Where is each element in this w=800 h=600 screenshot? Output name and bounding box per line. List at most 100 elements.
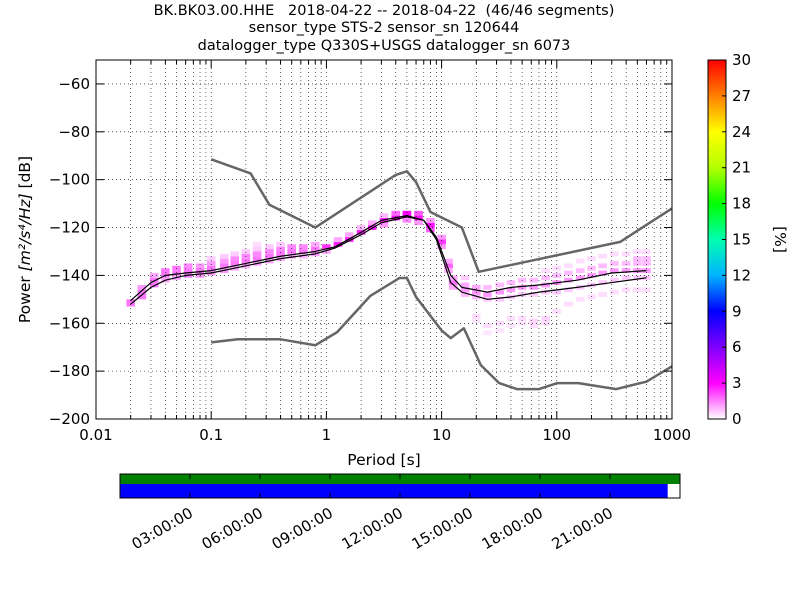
x-tick-label: 1000 [653, 426, 691, 444]
psd-cell [276, 251, 285, 257]
psd-cell [230, 256, 240, 262]
psd-cell [276, 246, 285, 252]
psd-cell [610, 289, 619, 295]
coverage-tick-label: 06:00:00 [199, 504, 266, 553]
plot-frame [95, 59, 673, 420]
psd-cell [517, 316, 527, 321]
psd-cell [564, 301, 573, 307]
psd-cell [541, 316, 550, 321]
coverage-tick-label: 15:00:00 [409, 504, 476, 553]
axes: 0.01 0.1 1 10 100 1000 −60 −80 −100 −120 −140 −160 −… [16, 60, 691, 469]
psd-cell [252, 246, 262, 252]
psd-cell [220, 263, 229, 269]
colorbar: 0 3 6 9 12 15 18 21 24 27 30 [%] [707, 51, 789, 428]
y-tick-label: −100 [49, 171, 90, 189]
psd-cell [414, 220, 423, 226]
psd-cell [642, 256, 651, 262]
psd-cell [287, 249, 297, 254]
colorbar-tick-label: 30 [732, 51, 751, 69]
psd-cell [621, 275, 631, 281]
grid-lines [95, 60, 672, 420]
plot-title-line-2: sensor_type STS-2 sensor_sn 120644 [248, 20, 520, 36]
psd-cell [391, 210, 401, 216]
time-coverage-panel: 03:00:00 06:00:00 09:00:00 12:00:00 15:00:00… [119, 473, 681, 553]
psd-cell [495, 328, 505, 333]
psd-cell [529, 318, 538, 324]
psd-cell [298, 249, 308, 254]
psd-cell [564, 270, 573, 276]
psd-cell [598, 263, 607, 269]
psd-cell [333, 237, 343, 242]
psd-cell [448, 280, 458, 285]
psd-cell [495, 296, 505, 302]
y-tick-label: −60 [58, 75, 90, 93]
psd-cell [483, 323, 492, 329]
psd-cell [195, 268, 205, 274]
psd-cell [379, 222, 389, 228]
colorbar-tick-label: 21 [732, 159, 751, 177]
psd-cell [541, 320, 550, 326]
colorbar-label: [%] [771, 226, 789, 253]
psd-cell [610, 268, 619, 274]
psd-cell [265, 249, 274, 254]
coverage-tick-label: 18:00:00 [479, 504, 546, 553]
psd-cell [576, 275, 585, 281]
psd-cell [506, 287, 516, 293]
psd-cell [414, 210, 423, 216]
psd-cell [598, 292, 607, 297]
psd-cell [529, 284, 538, 290]
psd-cell [379, 213, 389, 218]
psd-cell [161, 268, 170, 274]
psd-cell [206, 261, 216, 266]
colorbar-tick-label: 0 [732, 410, 742, 428]
psd-cell [598, 253, 607, 259]
colorbar-tick-label: 18 [732, 195, 751, 213]
psd-cell [541, 268, 550, 274]
psd-cell [642, 287, 651, 293]
psd-cell [322, 244, 331, 250]
model-lines [130, 158, 673, 391]
psd-cell [414, 215, 423, 221]
psd-cell [495, 282, 505, 288]
psd-cell [460, 287, 470, 293]
psd-cell [483, 284, 492, 290]
psd-cell [529, 292, 538, 297]
psd-cell [137, 294, 147, 300]
psd-cell [517, 320, 527, 326]
x-tick-label: 10 [432, 426, 451, 444]
psd-cell [149, 273, 159, 278]
psd-cell [517, 284, 527, 290]
psd-cell [195, 263, 205, 269]
colorbar-tick-label: 27 [732, 87, 751, 105]
psd-cell [241, 249, 251, 254]
psd-cell [495, 289, 505, 295]
coverage-tick-label: 03:00:00 [129, 504, 196, 553]
psd-cell [471, 284, 481, 290]
y-tick-label: −140 [49, 266, 90, 284]
psd-cell [576, 258, 585, 264]
y-tick-label: −80 [58, 123, 90, 141]
y-axis-label: Power [m²/s⁴/Hz] [dB] [16, 156, 34, 323]
colorbar-tick-label: 12 [732, 266, 751, 284]
psd-cell [183, 268, 193, 274]
psd-cell [287, 244, 297, 250]
psd-cell [460, 275, 470, 281]
psd-cell [230, 251, 240, 257]
plot-title-line-1: BK.BK03.00.HHE 2018-04-22 -- 2018-04-22 … [153, 3, 615, 19]
nlnm-line [211, 276, 673, 391]
psd-cell [552, 308, 562, 314]
psd-cell [437, 234, 446, 240]
psd-cell [172, 270, 181, 276]
colorbar-tick-label: 15 [732, 231, 751, 249]
plot-title-line-3: datalogger_type Q330S+USGS datalogger_sn… [197, 38, 571, 54]
psd-cell [310, 246, 320, 252]
psd-cell [265, 253, 274, 259]
psd-cell [402, 210, 412, 216]
psd-cell [633, 256, 642, 262]
psd-cell [642, 261, 651, 266]
psd-cell [621, 261, 631, 266]
psd-cell [252, 241, 262, 247]
coverage-tick-label: 12:00:00 [339, 504, 406, 553]
psd-cell [460, 282, 470, 288]
